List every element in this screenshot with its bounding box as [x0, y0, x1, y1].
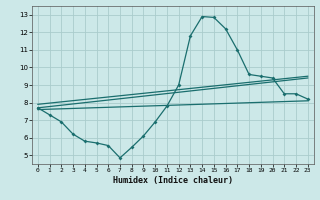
X-axis label: Humidex (Indice chaleur): Humidex (Indice chaleur) — [113, 176, 233, 185]
